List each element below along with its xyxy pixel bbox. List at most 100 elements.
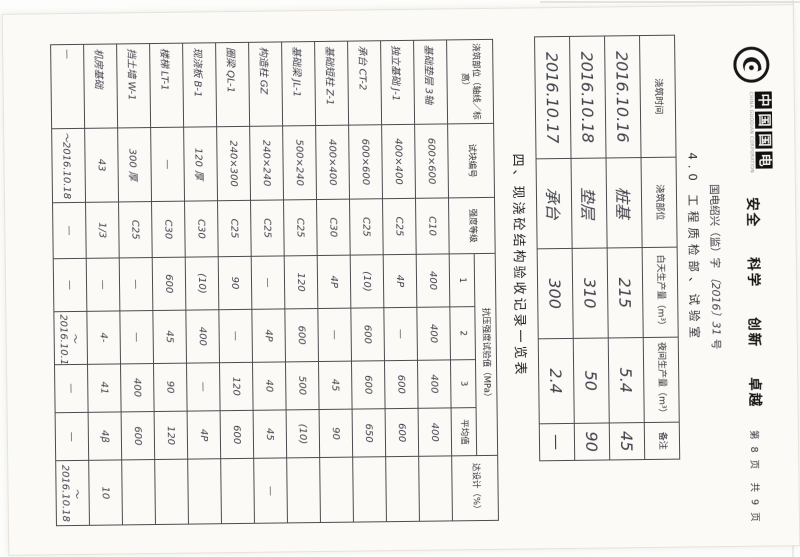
table-cell: (10)	[286, 409, 320, 459]
scanned-page: 中 国 国 电 CHINA GUODIAN CORPORATION 安全 科学 …	[1, 4, 800, 556]
doc-number-line: 国电绍兴（监）字 〔2016〕31 号	[707, 184, 725, 349]
table-cell	[352, 457, 387, 523]
form-title: 4.0 工程质检部、试验室	[685, 152, 702, 343]
table-cell: C30	[184, 201, 219, 257]
table-cell: 4P	[251, 309, 286, 362]
table-row: 挡土墙 W-1 300 厚 C25— —400 600	[116, 43, 156, 525]
table-row: 2016.10.17 承台 300 2.4—	[534, 36, 575, 461]
table-cell: 4P	[383, 254, 417, 308]
doc-number-prefix: 国电绍兴（监）字	[707, 184, 721, 269]
table-cell: 40	[252, 361, 287, 411]
sub-column-header: 平均值	[451, 407, 477, 457]
table-row: 机房基础 43 1/3—4- 41 4β 10	[83, 43, 123, 526]
logo-subtext: CHINA GUODIAN CORPORATION	[748, 91, 755, 174]
table-row: 独立基础 J-1 400×400 C25 4P —600 600	[380, 40, 420, 522]
pour-log-table: 浇筑时间 浇筑部位 白天生产量（m³） 夜间生产量（m³） 备注 2016.10…	[534, 35, 680, 462]
table-cell: 90	[319, 409, 353, 458]
table-row: 2016.10.18 垫层 310 50 90	[569, 35, 610, 461]
slogan-word: 卓越	[746, 377, 763, 409]
table-cell: 1/3	[85, 202, 120, 259]
table-cell	[418, 456, 453, 522]
table-cell: 400	[418, 407, 452, 457]
slogan-word: 科学	[744, 257, 762, 289]
table-cell: 机房基础	[83, 43, 118, 129]
table-cell: —	[52, 202, 87, 259]
table-cell: C25	[349, 199, 384, 255]
table-header-row: 浇筑时间 浇筑部位 白天生产量（m³） 夜间生产量（m³） 备注	[639, 35, 680, 460]
table-cell: 120	[284, 255, 318, 310]
table-cell	[286, 457, 321, 523]
table-cell: ～2016.10.18	[55, 460, 90, 526]
table-cell: 10	[88, 460, 123, 526]
table-cell: 240×240	[249, 125, 284, 201]
doc-number-suffix: 号	[709, 338, 722, 350]
table-cell: —	[218, 309, 253, 363]
table-cell: 构造柱 GZ	[248, 41, 283, 127]
table-cell: 90	[574, 422, 610, 461]
column-group-header: 抗压强度试验值（MPa）	[474, 253, 498, 457]
table-cell: 400	[120, 363, 155, 412]
table-cell: —	[50, 44, 85, 129]
main-record-table: 浇筑部位（轴线／标高） 试块编号 强度等级 抗压强度试验值（MPa） 达设计（%…	[50, 39, 499, 526]
table-cell: 4P	[317, 254, 351, 309]
table-cell: 240×300	[216, 126, 251, 202]
table-cell: 500×240	[282, 125, 317, 201]
table-cell: —	[253, 458, 288, 524]
table-cell: 承台 CT-2	[347, 40, 382, 125]
column-header: 备注	[644, 422, 680, 460]
table-cell: —	[539, 423, 575, 461]
table-cell: 400	[416, 253, 450, 308]
column-header: 浇筑时间	[639, 35, 677, 158]
table-cell: 600	[284, 308, 319, 362]
sub-column-header: 2	[449, 306, 476, 360]
column-header: 白天生产量（m³）	[642, 247, 679, 338]
table-cell: 90	[218, 256, 252, 310]
table-cell: 现浇板 B-1	[182, 42, 217, 127]
table-cell: 600	[384, 359, 419, 409]
table-cell: C25	[250, 200, 285, 257]
logo-block-char: 国	[755, 131, 773, 149]
table-row: 现浇板 B-1 120 厚 C30 (10) 400—4P	[182, 42, 222, 525]
sub-column-header: 1	[449, 253, 475, 308]
table-cell: 600	[385, 408, 419, 458]
table-cell: —	[317, 308, 352, 362]
doc-number-handwritten: 〔2016〕31	[708, 271, 723, 336]
table-cell: —	[119, 310, 154, 364]
table-cell: C25	[382, 198, 417, 255]
guodian-logo: 中 国 国 电 CHINA GUODIAN CORPORATION	[732, 45, 773, 173]
table-cell: 400	[185, 309, 220, 363]
table-cell: 300	[537, 248, 574, 339]
table-cell: —	[383, 307, 418, 361]
table-row: 圈梁 QL-1 240×300 C25 90—120 600	[215, 42, 255, 524]
table-cell: C30	[151, 201, 186, 258]
table-cell: (10)	[350, 254, 384, 309]
table-cell: 基础短柱 Z-1	[314, 41, 349, 126]
table-cell: 400	[416, 307, 451, 360]
column-header: 浇筑部位	[641, 157, 678, 248]
logo-wordmark: 中 国 国 电 CHINA GUODIAN CORPORATION	[748, 91, 773, 174]
table-cell: 45	[253, 409, 287, 459]
page-number: 第 8 页 共 9 页	[747, 429, 761, 524]
table-cell: 600	[350, 307, 385, 361]
table-cell: 独立基础 J-1	[380, 40, 415, 125]
slogan: 安全 科学 创新 卓越	[744, 197, 767, 408]
table-cell: 5.4	[608, 337, 645, 423]
table-cell: —	[150, 126, 185, 202]
table-cell: —	[55, 412, 89, 462]
table-row: — ～2016.10.18— — ～2016.10.18— — ～2016.10.18	[50, 44, 90, 526]
table-row: 基础垫层 3轴 600×600 C10 400 400 400 400	[413, 39, 453, 522]
table-cell: ～2016.10.18	[53, 311, 88, 365]
table-row: 基础梁 JL-1 500×240 C25 120 600 500 (10)	[281, 41, 321, 523]
table-cell: 4-	[86, 311, 121, 364]
table-cell: 300 厚	[117, 127, 152, 203]
table-cell: 45	[609, 422, 645, 460]
logo-block-char: 中	[754, 91, 772, 109]
slogan-word: 安全	[744, 197, 761, 229]
column-header: 强度等级	[448, 197, 496, 254]
table-cell: 600	[121, 411, 155, 461]
slogan-word: 创新	[745, 317, 762, 349]
table-cell: ～2016.10.18	[51, 128, 86, 204]
table-cell: —	[53, 258, 87, 312]
table-cell: C25	[217, 200, 252, 257]
